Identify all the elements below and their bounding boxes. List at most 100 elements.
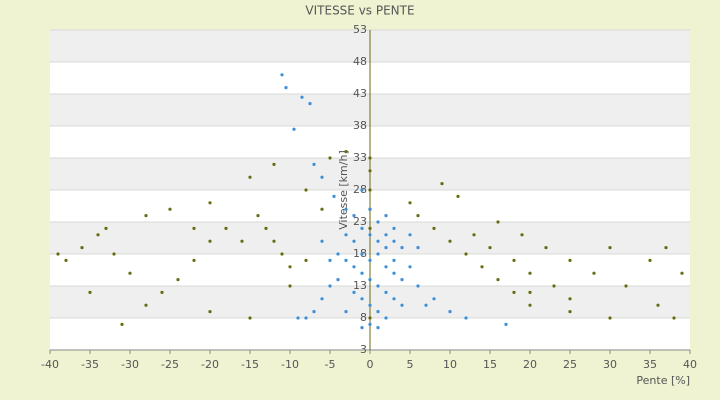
x-tick-label: 10	[443, 358, 457, 371]
point	[392, 297, 396, 301]
point	[208, 201, 212, 205]
point	[360, 271, 364, 275]
point	[368, 207, 372, 211]
point	[568, 258, 572, 262]
point	[344, 233, 348, 237]
y-tick-label: 38	[353, 119, 367, 132]
point	[292, 127, 296, 131]
point	[320, 175, 324, 179]
point	[264, 226, 268, 230]
y-tick-label: 53	[353, 23, 367, 36]
point	[368, 226, 372, 230]
point	[432, 226, 436, 230]
point	[624, 284, 628, 288]
y-tick-label: 48	[353, 55, 367, 68]
point	[328, 156, 332, 160]
point	[376, 252, 380, 256]
point	[368, 233, 372, 237]
point	[312, 310, 316, 314]
point	[384, 290, 388, 294]
x-tick-label: 5	[407, 358, 414, 371]
point	[344, 310, 348, 314]
point	[144, 214, 148, 218]
point	[208, 239, 212, 243]
point	[656, 303, 660, 307]
point	[112, 252, 116, 256]
point	[448, 239, 452, 243]
point	[300, 95, 304, 99]
point	[240, 239, 244, 243]
y-tick-label: 28	[353, 183, 367, 196]
point	[168, 207, 172, 211]
point	[64, 258, 68, 262]
point	[248, 175, 252, 179]
point	[304, 316, 308, 320]
point	[608, 246, 612, 250]
point	[496, 278, 500, 282]
x-tick-label: -10	[281, 358, 299, 371]
x-axis-label: Pente [%]	[636, 374, 690, 387]
x-tick-label: -5	[325, 358, 336, 371]
point	[528, 271, 532, 275]
x-tick-label: 30	[603, 358, 617, 371]
point	[400, 278, 404, 282]
point	[120, 322, 124, 326]
point	[360, 297, 364, 301]
point	[352, 239, 356, 243]
point	[368, 169, 372, 173]
x-tick-label: 40	[683, 358, 697, 371]
point	[304, 188, 308, 192]
point	[272, 162, 276, 166]
point	[352, 290, 356, 294]
point	[376, 220, 380, 224]
point	[312, 162, 316, 166]
point	[376, 284, 380, 288]
point	[512, 258, 516, 262]
x-tick-label: -25	[161, 358, 179, 371]
point	[320, 297, 324, 301]
point	[664, 246, 668, 250]
point	[680, 271, 684, 275]
point	[504, 322, 508, 326]
point	[280, 73, 284, 77]
point	[336, 252, 340, 256]
point	[360, 326, 364, 330]
point	[440, 182, 444, 186]
point	[224, 226, 228, 230]
point	[408, 201, 412, 205]
point	[360, 188, 364, 192]
point	[416, 246, 420, 250]
point	[88, 290, 92, 294]
point	[672, 316, 676, 320]
y-tick-label: 13	[353, 279, 367, 292]
point	[96, 233, 100, 237]
point	[392, 258, 396, 262]
point	[520, 233, 524, 237]
point	[368, 316, 372, 320]
point	[376, 239, 380, 243]
point	[464, 252, 468, 256]
point	[480, 265, 484, 269]
point	[368, 278, 372, 282]
point	[320, 239, 324, 243]
point	[512, 290, 516, 294]
point	[56, 252, 60, 256]
point	[384, 246, 388, 250]
point	[496, 220, 500, 224]
point	[308, 102, 312, 106]
point	[416, 214, 420, 218]
point	[408, 265, 412, 269]
point	[328, 258, 332, 262]
point	[104, 226, 108, 230]
point	[472, 233, 476, 237]
point	[568, 310, 572, 314]
point	[376, 310, 380, 314]
point	[608, 316, 612, 320]
point	[552, 284, 556, 288]
point	[384, 214, 388, 218]
x-tick-label: -20	[201, 358, 219, 371]
point	[648, 258, 652, 262]
x-tick-label: -15	[241, 358, 259, 371]
point	[392, 226, 396, 230]
